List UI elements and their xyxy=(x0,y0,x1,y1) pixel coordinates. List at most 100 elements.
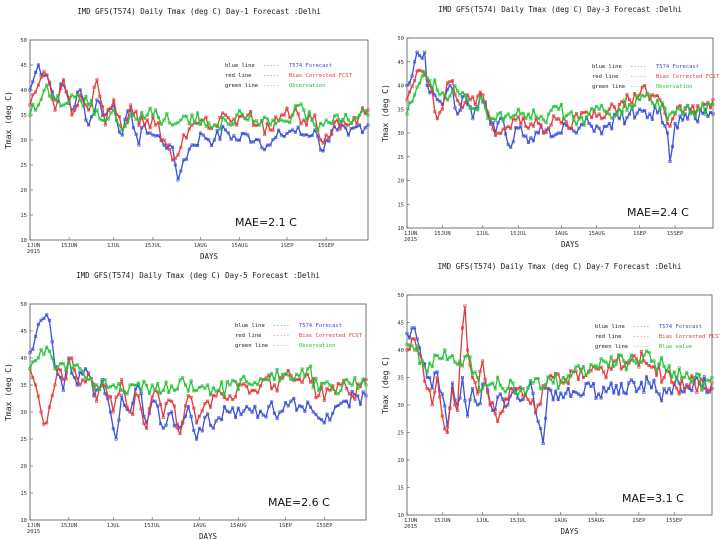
data-point xyxy=(126,121,130,125)
data-point xyxy=(76,104,80,108)
data-point xyxy=(189,379,193,383)
data-point xyxy=(120,394,124,398)
data-point xyxy=(639,380,643,384)
data-point xyxy=(529,136,533,140)
data-point xyxy=(486,391,490,395)
data-point xyxy=(31,376,35,380)
data-point xyxy=(647,351,651,355)
data-point xyxy=(526,141,530,145)
data-point xyxy=(31,80,35,84)
data-point xyxy=(313,123,317,127)
data-point xyxy=(221,111,225,115)
data-point xyxy=(423,70,427,74)
data-point xyxy=(617,392,621,396)
data-point xyxy=(314,396,318,400)
data-point xyxy=(260,120,264,124)
data-point xyxy=(697,373,701,377)
x-tick-label: 1AUG xyxy=(555,231,568,237)
data-point xyxy=(624,368,628,372)
data-point xyxy=(225,380,229,384)
data-point xyxy=(28,113,32,117)
data-point xyxy=(566,382,570,386)
data-point xyxy=(501,387,505,391)
data-point xyxy=(253,380,257,384)
data-point xyxy=(42,74,46,78)
data-point xyxy=(336,404,340,408)
data-point xyxy=(711,98,715,102)
chart-title: IMD GFS(T574) Daily Tmax (deg C) Day-1 F… xyxy=(77,7,321,16)
data-point xyxy=(617,103,621,107)
x-tick-label: 1AUG xyxy=(193,523,206,529)
data-point xyxy=(106,107,110,111)
data-point xyxy=(634,390,638,394)
data-point xyxy=(539,123,543,127)
data-point xyxy=(308,405,312,409)
data-point xyxy=(617,117,621,121)
y-tick-label: 25 xyxy=(397,155,404,161)
data-point xyxy=(405,98,409,102)
data-point xyxy=(466,348,470,352)
data-point xyxy=(156,390,160,394)
data-point xyxy=(350,390,354,394)
data-point xyxy=(435,88,439,92)
data-point xyxy=(584,373,588,377)
data-point xyxy=(179,146,183,150)
data-point xyxy=(637,365,641,369)
data-point xyxy=(526,386,530,390)
data-point xyxy=(702,381,706,385)
chart-panel-day3: IMD GFS(T574) Daily Tmax (deg C) Day-3 F… xyxy=(381,0,720,265)
data-point xyxy=(458,103,462,107)
data-point xyxy=(438,93,442,97)
data-point xyxy=(231,398,235,402)
data-point xyxy=(134,387,138,391)
data-point xyxy=(711,103,715,107)
data-point xyxy=(317,394,321,398)
data-point xyxy=(363,109,367,113)
data-point xyxy=(235,123,239,127)
data-point xyxy=(53,367,57,371)
data-point xyxy=(31,360,35,364)
data-point xyxy=(109,410,113,414)
data-point xyxy=(605,110,609,114)
data-point xyxy=(286,373,290,377)
data-point xyxy=(708,110,712,114)
data-point xyxy=(564,380,568,384)
data-point xyxy=(78,93,82,97)
mae-annotation: MAE=3.1 C xyxy=(622,492,684,505)
data-point xyxy=(101,119,105,123)
data-point xyxy=(539,402,543,406)
data-point xyxy=(86,378,90,382)
data-point xyxy=(338,127,342,131)
data-point xyxy=(252,120,256,124)
data-point xyxy=(619,353,623,357)
data-point xyxy=(547,126,551,130)
data-point xyxy=(590,124,594,128)
data-point xyxy=(610,116,614,120)
data-point xyxy=(537,131,541,135)
data-point xyxy=(420,74,424,78)
data-point xyxy=(345,399,349,403)
data-point xyxy=(695,390,699,394)
y-tick-label: 40 xyxy=(20,88,27,94)
legend-dash: ----- xyxy=(263,83,280,89)
data-point xyxy=(461,376,465,380)
data-point xyxy=(170,384,174,388)
data-point xyxy=(134,117,138,121)
data-point xyxy=(506,125,510,129)
data-point xyxy=(161,388,165,392)
data-point xyxy=(506,403,510,407)
data-point xyxy=(228,410,232,414)
data-point xyxy=(675,386,679,390)
series-t574-forecast xyxy=(28,62,370,182)
mae-annotation: MAE=2.4 C xyxy=(627,206,689,219)
data-point xyxy=(215,129,219,133)
data-point xyxy=(304,118,308,122)
data-point xyxy=(665,369,669,373)
data-point xyxy=(195,388,199,392)
data-point xyxy=(324,133,328,137)
data-point xyxy=(648,93,652,97)
x-tick-label: 2015 xyxy=(27,529,40,535)
data-point xyxy=(413,326,417,330)
legend-line-name: blue line xyxy=(235,323,265,329)
data-point xyxy=(39,348,43,352)
